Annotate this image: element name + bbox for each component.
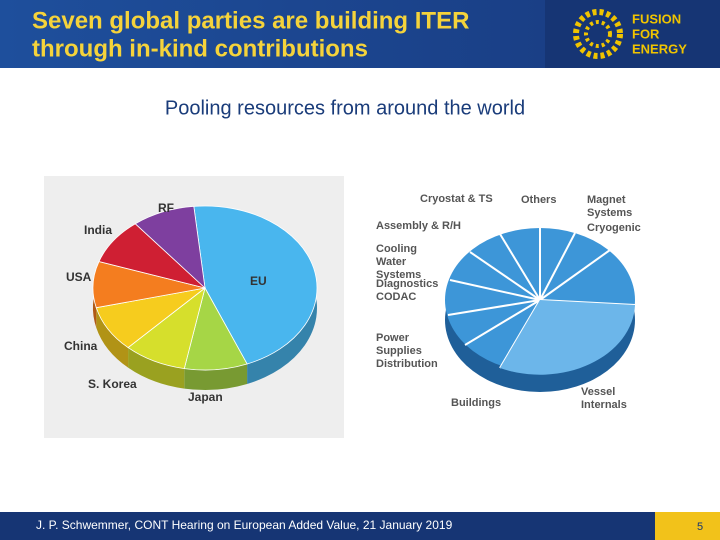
- header-bar: [0, 0, 545, 68]
- subtitle: Pooling resources from around the world: [165, 97, 525, 119]
- slice-label: RF: [158, 201, 174, 215]
- page-number: 5: [697, 521, 703, 533]
- logo-text: FUSION: [632, 11, 681, 26]
- slice-label: S. Korea: [88, 377, 137, 391]
- slice-label: Japan: [188, 390, 223, 404]
- logo-area: [545, 0, 720, 68]
- figure-label: Cryogenic: [587, 222, 641, 234]
- figure-label: Others: [521, 194, 556, 206]
- logo-text: ENERGY: [632, 41, 687, 56]
- pie-slice: [193, 205, 318, 365]
- pie-illustration: [445, 228, 636, 392]
- title-line: through in-kind contributions: [32, 35, 368, 62]
- slice-label: EU: [250, 274, 267, 288]
- slice-label: India: [84, 223, 112, 237]
- pie-chart: EU Japan S. Korea China USA India RF: [64, 201, 318, 404]
- figure-label: Cooling Water Systems: [376, 243, 421, 281]
- footer-bar: [0, 512, 655, 540]
- figure-label: Magnet Systems: [587, 194, 632, 219]
- footer-citation: J. P. Schwemmer, CONT Hearing on Europea…: [36, 518, 453, 532]
- pie-slice: [134, 205, 206, 290]
- logo-text: FOR: [632, 26, 660, 41]
- pie-side: [128, 347, 185, 389]
- figure-label: Buildings: [451, 397, 501, 409]
- figure-label: Assembly & R/H: [376, 220, 461, 232]
- slice-label: China: [64, 339, 98, 353]
- figure-label: Diagnostics CODAC: [376, 278, 438, 303]
- slice-label: USA: [66, 270, 92, 284]
- title-line: Seven global parties are building ITER: [32, 7, 469, 34]
- figure-label: Power Supplies Distribution: [376, 332, 438, 370]
- figure-label: Vessel Internals: [581, 386, 627, 411]
- pie-side: [96, 307, 129, 368]
- logo-emblem: [573, 9, 623, 59]
- page-box: [655, 512, 720, 540]
- figure-label: Cryostat & TS: [420, 193, 493, 205]
- pie-side: [184, 363, 248, 390]
